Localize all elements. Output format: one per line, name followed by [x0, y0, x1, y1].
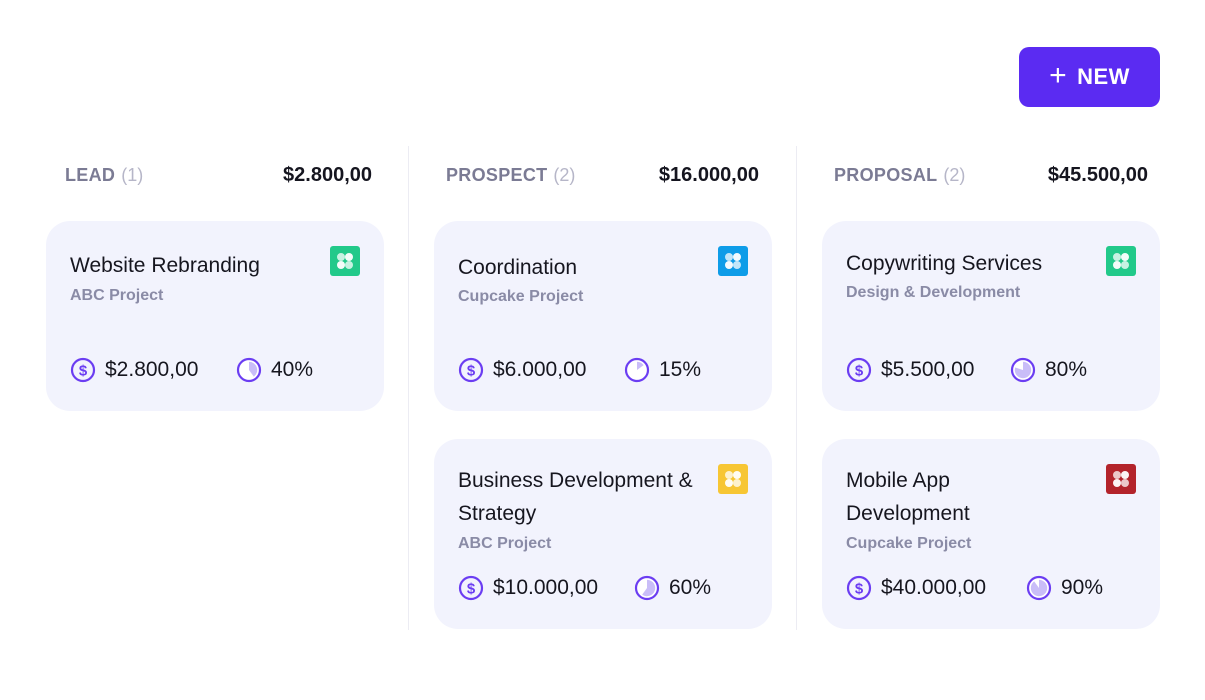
pie-chart-icon [236, 357, 262, 383]
deal-amount: $ $6.000,00 [458, 355, 586, 385]
deal-amount-value: $2.800,00 [105, 358, 199, 381]
deal-probability: 90% [1026, 573, 1103, 603]
column-total: $16.000,00 [658, 163, 759, 186]
deal-card[interactable]: Mobile App Development Cupcake Project $… [822, 439, 1160, 629]
deal-card[interactable]: Business Development & Strategy ABC Proj… [434, 439, 772, 629]
deal-probability-value: 40% [271, 358, 314, 381]
column-total: $2.800,00 [283, 163, 372, 186]
deal-amount: $ $10.000,00 [458, 573, 598, 603]
column-name: LEAD [65, 164, 116, 185]
deal-title: Mobile App Development [846, 469, 970, 525]
deal-card[interactable]: Coordination Cupcake Project $ $6.000,00… [434, 221, 772, 411]
column-header-proposal: PROPOSAL (2) $45.500,00 [834, 160, 1148, 190]
column-total: $45.500,00 [1047, 163, 1148, 186]
pie-chart-icon [634, 575, 660, 601]
deal-card[interactable]: Website Rebranding ABC Project $ $2.800,… [46, 221, 384, 411]
svg-text:$: $ [467, 363, 476, 380]
pie-chart-icon [624, 357, 650, 383]
project-logo-icon [1106, 246, 1136, 276]
dollar-circle-icon: $ [70, 357, 96, 383]
pie-wedge [1030, 579, 1048, 597]
deal-project: Design & Development [846, 284, 1021, 301]
deal-card[interactable]: Copywriting Services Design & Developmen… [822, 221, 1160, 411]
deal-project: ABC Project [458, 535, 552, 552]
deal-probability: 15% [624, 355, 701, 385]
dollar-circle-icon: $ [846, 575, 872, 601]
deal-amount-value: $40.000,00 [881, 576, 987, 599]
svg-text:$: $ [855, 581, 864, 598]
column-count: (1) [121, 164, 144, 185]
deal-probability: 40% [236, 355, 313, 385]
new-deal-button[interactable]: + NEW [1019, 47, 1160, 107]
column-count: (2) [553, 164, 576, 185]
column-divider [796, 146, 797, 630]
deal-title: Copywriting Services [846, 252, 1043, 275]
deal-probability: 60% [634, 573, 711, 603]
pie-chart-icon [1026, 575, 1052, 601]
pie-wedge [1014, 361, 1032, 379]
deal-probability-value: 80% [1045, 358, 1088, 381]
deal-title: Coordination [458, 256, 578, 279]
deal-title: Website Rebranding [70, 254, 260, 277]
column-name: PROSPECT [446, 164, 548, 185]
column-count: (2) [943, 164, 966, 185]
deal-title: Business Development & Strategy [458, 469, 693, 525]
deal-amount: $ $40.000,00 [846, 573, 986, 603]
deal-probability-value: 90% [1061, 576, 1104, 599]
deal-probability-value: 15% [659, 358, 702, 381]
deal-project: ABC Project [70, 287, 164, 304]
column-divider [408, 146, 409, 630]
deal-probability: 80% [1010, 355, 1087, 385]
pie-wedge [249, 361, 258, 377]
deal-amount: $ $5.500,00 [846, 355, 974, 385]
pie-wedge [637, 361, 644, 370]
project-logo-icon [1106, 464, 1136, 494]
plus-icon: + [1049, 59, 1068, 92]
svg-text:$: $ [79, 363, 88, 380]
dollar-circle-icon: $ [458, 575, 484, 601]
project-logo-icon [718, 246, 748, 276]
deal-project: Cupcake Project [458, 288, 584, 305]
deal-amount-value: $6.000,00 [493, 358, 587, 381]
pie-chart-icon [1010, 357, 1036, 383]
deal-amount-value: $5.500,00 [881, 358, 975, 381]
deal-project: Cupcake Project [846, 535, 972, 552]
deal-probability-value: 60% [669, 576, 712, 599]
svg-text:$: $ [855, 363, 864, 380]
dollar-circle-icon: $ [846, 357, 872, 383]
svg-text:$: $ [467, 581, 476, 598]
dollar-circle-icon: $ [458, 357, 484, 383]
column-header-lead: LEAD (1) $2.800,00 [65, 160, 372, 190]
pie-wedge [642, 579, 656, 597]
project-logo-icon [718, 464, 748, 494]
column-name: PROPOSAL [834, 164, 938, 185]
deal-amount: $ $2.800,00 [70, 355, 198, 385]
column-header-prospect: PROSPECT (2) $16.000,00 [446, 160, 759, 190]
new-button-label: NEW [1077, 64, 1130, 89]
deal-amount-value: $10.000,00 [493, 576, 599, 599]
project-logo-icon [330, 246, 360, 276]
